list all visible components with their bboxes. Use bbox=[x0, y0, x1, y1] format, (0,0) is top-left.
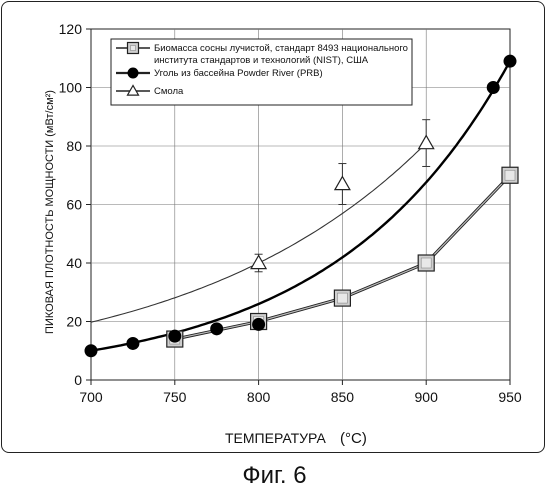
coal-point bbox=[85, 345, 97, 357]
y-axis-label: ПИКОВАЯ ПЛОТНОСТЬ МОЩНОСТИ (мВт/см²) bbox=[44, 90, 56, 334]
pine-point-inner bbox=[505, 170, 515, 180]
x-tick-label: 850 bbox=[331, 389, 355, 405]
coal-point bbox=[127, 337, 139, 349]
legend-label: института стандартов и технологий (NIST)… bbox=[154, 55, 369, 66]
y-tick-label: 80 bbox=[66, 138, 82, 154]
x-tick-label: 750 bbox=[163, 389, 187, 405]
x-tick-label: 900 bbox=[415, 389, 439, 405]
y-tick-label: 100 bbox=[59, 80, 83, 96]
y-tick-label: 0 bbox=[74, 372, 82, 388]
y-tick-label: 40 bbox=[66, 255, 82, 271]
coal-point bbox=[253, 318, 265, 330]
y-ticks: 0 20 40 60 80 100 120 bbox=[59, 21, 91, 388]
coal-point bbox=[504, 55, 516, 67]
y-tick-label: 20 bbox=[66, 314, 82, 330]
x-tick-label: 700 bbox=[79, 389, 103, 405]
legend-label: Уголь из бассейна Powder River (PRB) bbox=[154, 68, 323, 79]
legend-square-icon-inner bbox=[131, 46, 136, 51]
legend-circle-icon bbox=[128, 68, 138, 78]
pine-point-inner bbox=[337, 293, 347, 303]
coal-point bbox=[211, 323, 223, 335]
x-tick-label: 800 bbox=[247, 389, 271, 405]
coal-point bbox=[169, 330, 181, 342]
pine-point-inner bbox=[421, 258, 431, 268]
legend: Биомасса сосны лучистой, стандарт 8493 н… bbox=[111, 39, 412, 105]
x-tick-label: 950 bbox=[498, 389, 522, 405]
x-axis-unit: (°C) bbox=[340, 430, 367, 447]
x-axis-label: ТЕМПЕРАТУРА bbox=[225, 430, 326, 446]
coal-point bbox=[487, 82, 499, 94]
y-tick-label: 120 bbox=[59, 21, 83, 37]
chart: 700 750 800 850 900 950 0 20 40 60 80 100 120 Биома… bbox=[0, 0, 549, 455]
legend-label: Смола bbox=[154, 86, 184, 97]
x-ticks: 700 750 800 850 900 950 bbox=[79, 380, 522, 405]
y-tick-label: 60 bbox=[66, 197, 82, 213]
legend-label: Биомасса сосны лучистой, стандарт 8493 н… bbox=[154, 43, 408, 54]
figure-caption: Фиг. 6 bbox=[0, 462, 549, 490]
